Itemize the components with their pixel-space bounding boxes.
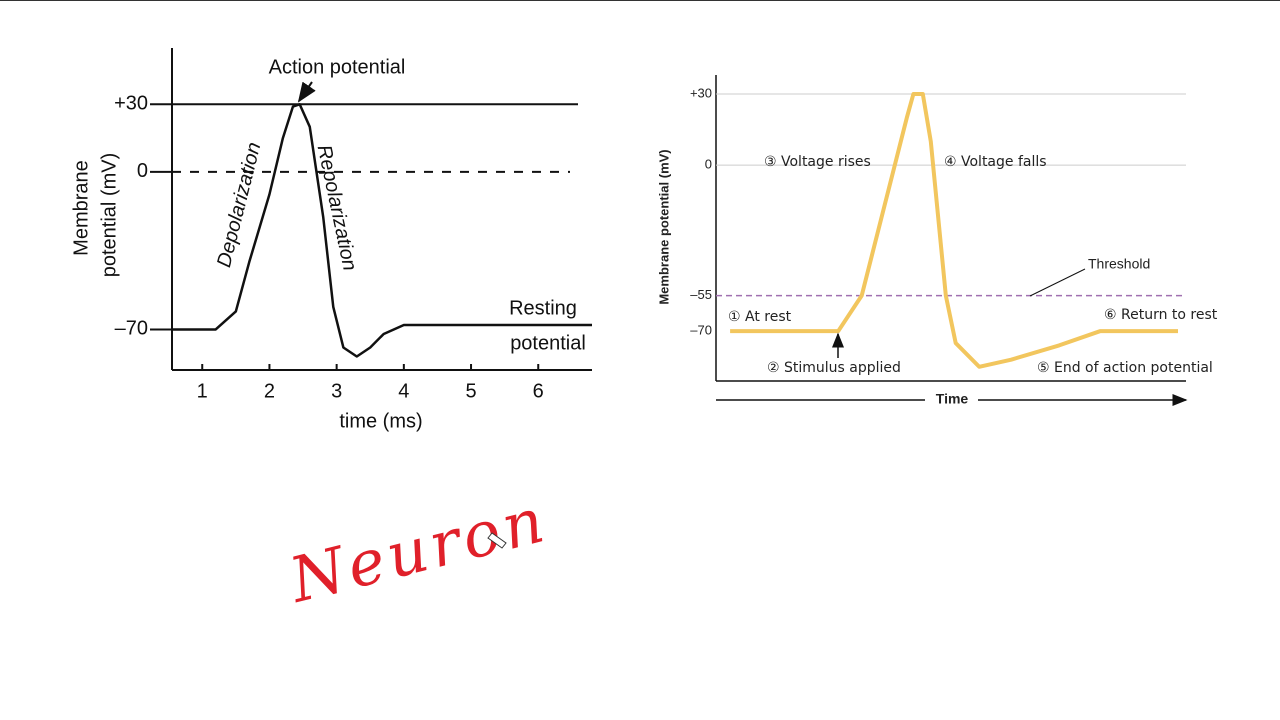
y-tick-label: +30 [114,93,148,115]
eraser-cursor [487,532,507,549]
step-label: ① At rest [728,309,792,325]
data-line [172,103,592,358]
step-label: ⑥ Return to rest [1104,307,1218,323]
chart-right: +30 0 –55 –70 Membrane potential (mV) Time Thr… [656,75,1218,407]
step-label: ⑤ End of action potential [1037,360,1213,376]
x-tick-label: 1 [197,380,208,402]
chart-left: +30 0 –70 1 2 3 4 5 6 time (ms) Membrane potential … [70,48,592,432]
y-tick-label: –70 [690,323,712,338]
threshold-label: Threshold [1088,256,1150,272]
step-label: ③ Voltage rises [764,154,871,170]
x-tick-label: 6 [533,380,544,402]
x-axis-label: Time [936,391,969,407]
y-axis-label: Membrane potential (mV) [656,149,671,304]
y-tick-label: –55 [690,287,712,302]
threshold-pointer [1029,268,1086,297]
annotation: Depolarization [213,140,265,269]
step-label: ④ Voltage falls [944,154,1047,170]
x-tick-label: 5 [465,380,476,402]
x-tick-label: 4 [398,380,409,402]
y-axis-label: potential (mV) [98,153,120,278]
y-tick-label: 0 [137,160,148,182]
x-tick-label: 2 [264,380,275,402]
y-axis-label: Membrane [70,160,92,256]
x-axis-label: time (ms) [339,410,422,432]
data-line [730,91,1179,369]
y-tick-label: 0 [705,157,712,172]
y-tick-label: –70 [115,318,148,340]
annotation-arrow [297,81,316,103]
step-label: ② Stimulus applied [767,360,901,376]
annotation: Resting [509,297,577,319]
annotation: Action potential [269,56,406,78]
annotation: potential [510,332,586,354]
y-tick-label: +30 [690,85,712,100]
handwritten-note: Neuron [281,483,555,618]
annotation: Repolarization [313,143,361,273]
x-tick-label: 3 [331,380,342,402]
